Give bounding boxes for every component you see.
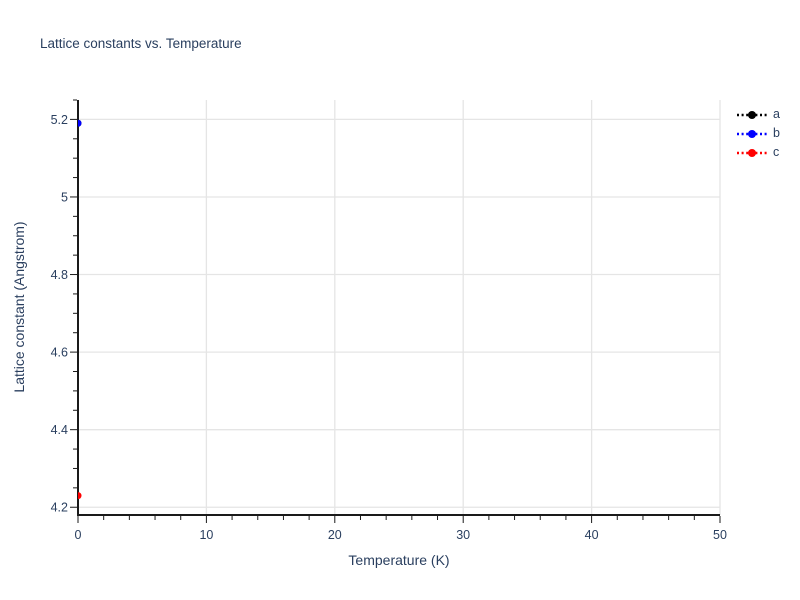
y-tick-label-4.4: 4.4: [51, 423, 68, 437]
axis-ticks: [70, 99, 721, 523]
x-tick-label-20: 20: [328, 528, 342, 542]
data-points: [75, 119, 82, 500]
chart-title: Lattice constants vs. Temperature: [40, 36, 242, 51]
x-tick-label-10: 10: [199, 528, 213, 542]
x-tick-label-30: 30: [456, 528, 470, 542]
legend-sample-b-icon: [737, 129, 767, 138]
y-tick-label-4.2: 4.2: [51, 501, 68, 515]
x-tick-label-0: 0: [75, 528, 82, 542]
y-tick-label-5.2: 5.2: [51, 113, 68, 127]
legend-label-b: b: [773, 126, 780, 141]
data-point-b[interactable]: [75, 119, 82, 127]
tick-labels: 0 10 20 30 40 50 4.2 4.4 4.6 4.8 5 5.2: [51, 113, 727, 542]
y-tick-label-4.6: 4.6: [51, 346, 68, 360]
legend: a b c: [736, 105, 780, 162]
plot-area[interactable]: [78, 100, 720, 515]
legend-sample-c-icon: [737, 148, 767, 157]
gridlines: [78, 100, 721, 515]
legend-item-a[interactable]: a: [736, 105, 780, 124]
x-tick-label-40: 40: [585, 528, 599, 542]
y-axis-title: Lattice constant (Angstrom): [11, 221, 27, 392]
legend-item-b[interactable]: b: [736, 124, 780, 143]
legend-label-c: c: [773, 145, 780, 160]
legend-sample-a-icon: [737, 110, 767, 119]
x-tick-label-50: 50: [713, 528, 727, 542]
legend-item-c[interactable]: c: [736, 143, 780, 162]
y-tick-label-4.8: 4.8: [51, 268, 68, 282]
legend-label-a: a: [773, 107, 780, 122]
x-axis-title: Temperature (K): [348, 552, 449, 568]
data-point-c[interactable]: [75, 492, 82, 500]
y-tick-label-5: 5: [61, 190, 68, 204]
